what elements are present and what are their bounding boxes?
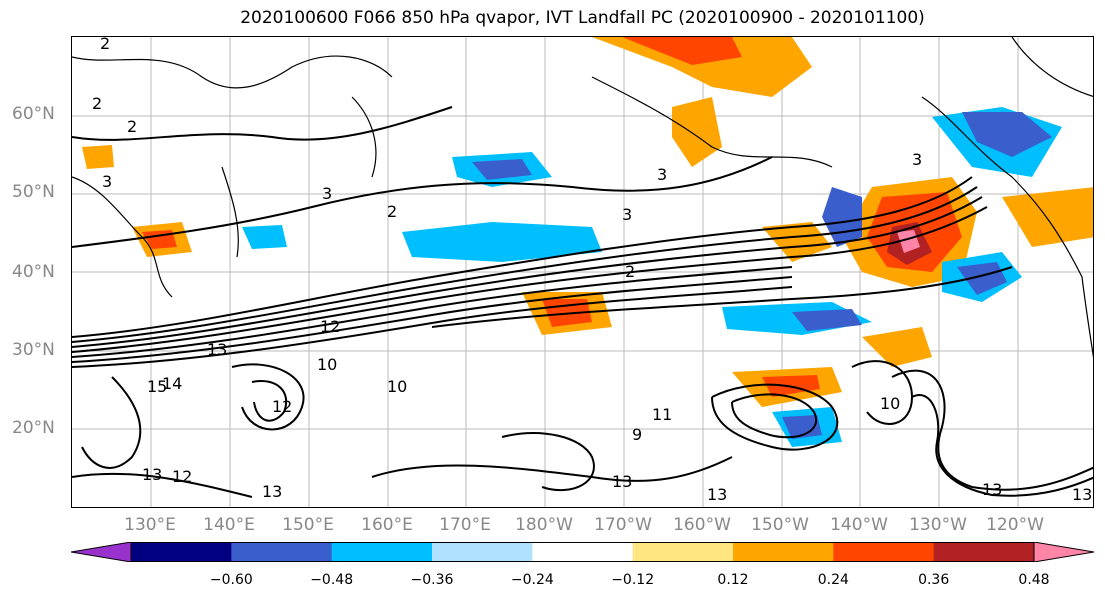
colorbar-bin [632, 542, 734, 562]
lon-label-170w: 170°W [594, 515, 652, 535]
colorbar [71, 542, 1094, 562]
lon-label-180w: 180°W [515, 515, 573, 535]
contour-label: 2 [387, 202, 397, 221]
colorbar-tick-label: −0.12 [611, 572, 655, 588]
lon-label-160w: 160°W [673, 515, 731, 535]
lon-label-150w: 150°W [751, 515, 809, 535]
colorbar-extend-low [71, 542, 132, 562]
colorbar-tick-label: −0.60 [209, 572, 253, 588]
contour-label: 14 [162, 374, 182, 393]
contour-label: 3 [102, 172, 112, 191]
colorbar-tick-label: −0.36 [410, 572, 454, 588]
lon-label-130w: 130°W [909, 515, 967, 535]
shaded-anomaly-fields [82, 37, 1093, 447]
contour-label: 2 [100, 37, 110, 53]
lat-label-40n: 40°N [12, 262, 55, 282]
lon-label-120w: 120°W [986, 515, 1044, 535]
contour-label: 13 [262, 482, 282, 501]
contour-label: 10 [880, 394, 900, 413]
contour-label: 2 [92, 94, 102, 113]
contour-label: 2 [127, 117, 137, 136]
contour-label: 9 [632, 425, 642, 444]
colorbar-tick-label: 0.12 [717, 572, 749, 588]
contour-label: 12 [172, 467, 192, 486]
colorbar-tick-label: −0.48 [310, 572, 354, 588]
lat-label-60n: 60°N [12, 104, 55, 124]
colorbar-tick-label: 0.24 [817, 572, 849, 588]
lon-label-160e: 160°E [361, 515, 413, 535]
gridlines [72, 37, 1093, 507]
contour-label: 13 [707, 485, 727, 504]
contour-label: 13 [142, 465, 162, 484]
lon-label-150e: 150°E [282, 515, 334, 535]
colorbar-bin [231, 542, 333, 562]
colorbar-tick-label: 0.36 [918, 572, 950, 588]
colorbar-tick-label: −0.24 [510, 572, 554, 588]
contour-label: 10 [387, 377, 407, 396]
colorbar-bin [733, 542, 834, 562]
contour-label: 12 [320, 317, 340, 336]
contour-label: 11 [652, 405, 672, 424]
contour-label: 3 [622, 205, 632, 224]
contour-label: 3 [322, 184, 332, 203]
contour-label: 2 [625, 262, 635, 281]
contour-label: 13 [1072, 485, 1092, 504]
coastlines [72, 37, 1093, 358]
lat-label-30n: 30°N [12, 340, 55, 360]
map-panel: 2 2 2 3 3 2 3 2 12 13 15 14 10 12 10 13 13 12 13 9 11 13 10 13 1… [71, 36, 1094, 508]
colorbar-bin [131, 542, 232, 562]
ivt-contours [72, 106, 1093, 498]
colorbar-bin [833, 542, 935, 562]
colorbar-tick-label: 0.48 [1018, 572, 1050, 588]
contour-label: 13 [982, 480, 1002, 499]
lon-label-140w: 140°W [830, 515, 888, 535]
contour-label: 15 [147, 377, 167, 396]
lat-label-20n: 20°N [12, 418, 55, 438]
colorbar-outline [130, 542, 1035, 562]
lon-label-130e: 130°E [124, 515, 176, 535]
contour-label: 13 [207, 340, 227, 359]
colorbar-bin [432, 542, 533, 562]
colorbar-extend-high [1033, 542, 1094, 562]
contour-label: 3 [912, 150, 922, 169]
lon-label-170e: 170°E [439, 515, 491, 535]
contour-label: 12 [272, 397, 292, 416]
colorbar-bin [532, 542, 634, 562]
contour-label: 13 [612, 472, 632, 491]
lat-label-50n: 50°N [12, 182, 55, 202]
lon-label-140e: 140°E [203, 515, 255, 535]
colorbar-bin [331, 542, 433, 562]
contour-label: 3 [657, 165, 667, 184]
contour-label: 10 [317, 355, 337, 374]
figure-title: 2020100600 F066 850 hPa qvapor, IVT Land… [240, 8, 925, 28]
colorbar-bin [933, 542, 1035, 562]
